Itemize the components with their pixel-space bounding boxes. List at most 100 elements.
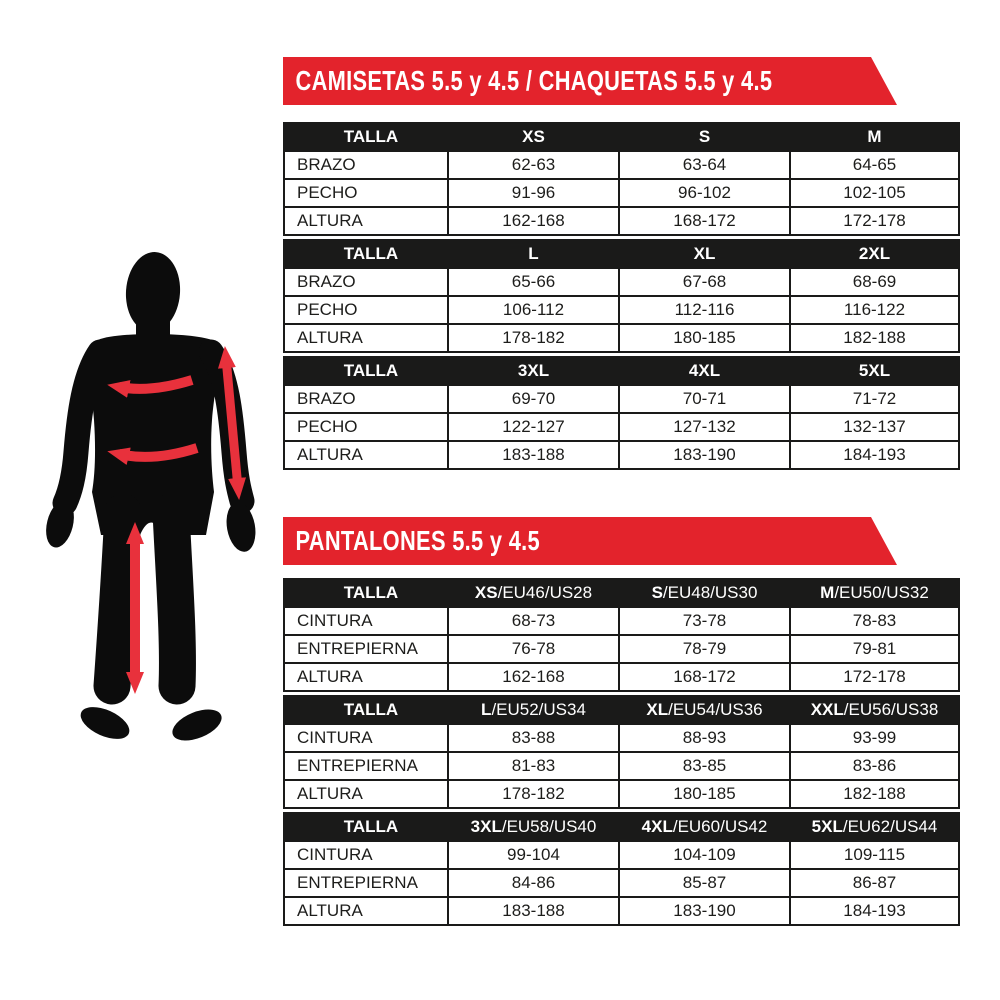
body-silhouette bbox=[46, 252, 256, 741]
size-header-row: TALLA L XL 2XL bbox=[283, 239, 960, 269]
measure-value-cell: 172-178 bbox=[789, 662, 960, 692]
talla-header-cell: TALLA bbox=[283, 356, 449, 386]
measure-row: ALTURA 178-182 180-185 182-188 bbox=[283, 779, 960, 809]
size-header-cell: 2XL bbox=[789, 239, 960, 269]
measure-value-cell: 69-70 bbox=[447, 384, 620, 414]
measure-label-cell: PECHO bbox=[283, 412, 449, 442]
measure-label-cell: PECHO bbox=[283, 178, 449, 208]
measure-value-cell: 83-86 bbox=[789, 751, 960, 781]
measure-value-cell: 62-63 bbox=[447, 150, 620, 180]
size-header-cell: M/EU50/US32 bbox=[789, 578, 960, 608]
size-header-row: TALLA L/EU52/US34 XL/EU54/US36 XXL/EU56/… bbox=[283, 695, 960, 725]
measure-value-cell: 78-83 bbox=[789, 606, 960, 636]
size-block-l-xl-xxl: TALLA L/EU52/US34 XL/EU54/US36 XXL/EU56/… bbox=[283, 695, 960, 809]
measure-row: PECHO 122-127 127-132 132-137 bbox=[283, 412, 960, 442]
measure-label-cell: BRAZO bbox=[283, 150, 449, 180]
measure-value-cell: 183-188 bbox=[447, 896, 620, 926]
size-block-l-xl-2xl: TALLA L XL 2XL BRAZO 65-66 67-68 68-69 P… bbox=[283, 239, 960, 353]
standing-man-silhouette-icon bbox=[46, 252, 256, 741]
measure-value-cell: 96-102 bbox=[618, 178, 791, 208]
camisetas-banner-label: CAMISETAS 5.5 y 4.5 / CHAQUETAS 5.5 y 4.… bbox=[295, 65, 773, 96]
measure-row: ENTREPIERNA 81-83 83-85 83-86 bbox=[283, 751, 960, 781]
measurement-figure bbox=[20, 240, 280, 800]
size-header-cell: XS/EU46/US28 bbox=[447, 578, 620, 608]
measure-value-cell: 162-168 bbox=[447, 206, 620, 236]
measure-value-cell: 168-172 bbox=[618, 662, 791, 692]
arm-length-measure-arrow bbox=[217, 346, 247, 500]
measure-value-cell: 78-79 bbox=[618, 634, 791, 664]
measure-value-cell: 83-88 bbox=[447, 723, 620, 753]
size-block-3xl-4xl-5xl: TALLA 3XL/EU58/US40 4XL/EU60/US42 5XL/EU… bbox=[283, 812, 960, 926]
measure-value-cell: 180-185 bbox=[618, 779, 791, 809]
measure-value-cell: 76-78 bbox=[447, 634, 620, 664]
size-header-cell: 4XL bbox=[618, 356, 791, 386]
measure-label-cell: ENTREPIERNA bbox=[283, 751, 449, 781]
size-header-row: TALLA 3XL 4XL 5XL bbox=[283, 356, 960, 386]
size-header-row: TALLA XS S M bbox=[283, 122, 960, 152]
measure-row: CINTURA 83-88 88-93 93-99 bbox=[283, 723, 960, 753]
measure-label-cell: ALTURA bbox=[283, 662, 449, 692]
talla-header-cell: TALLA bbox=[283, 695, 449, 725]
measure-value-cell: 84-86 bbox=[447, 868, 620, 898]
measure-value-cell: 182-188 bbox=[789, 323, 960, 353]
camisetas-size-table: TALLA XS S M BRAZO 62-63 63-64 64-65 PEC… bbox=[283, 122, 960, 473]
measure-value-cell: 64-65 bbox=[789, 150, 960, 180]
size-header-cell: L/EU52/US34 bbox=[447, 695, 620, 725]
measure-value-cell: 70-71 bbox=[618, 384, 791, 414]
measure-value-cell: 81-83 bbox=[447, 751, 620, 781]
measure-label-cell: ALTURA bbox=[283, 206, 449, 236]
measure-row: ALTURA 162-168 168-172 172-178 bbox=[283, 206, 960, 236]
measure-value-cell: 83-85 bbox=[618, 751, 791, 781]
measure-value-cell: 132-137 bbox=[789, 412, 960, 442]
measure-label-cell: ALTURA bbox=[283, 440, 449, 470]
talla-header-cell: TALLA bbox=[283, 122, 449, 152]
measure-value-cell: 68-73 bbox=[447, 606, 620, 636]
measure-value-cell: 67-68 bbox=[618, 267, 791, 297]
measure-value-cell: 122-127 bbox=[447, 412, 620, 442]
measure-value-cell: 127-132 bbox=[618, 412, 791, 442]
size-header-cell: 5XL/EU62/US44 bbox=[789, 812, 960, 842]
measure-value-cell: 93-99 bbox=[789, 723, 960, 753]
measure-value-cell: 102-105 bbox=[789, 178, 960, 208]
measure-label-cell: ENTREPIERNA bbox=[283, 868, 449, 898]
measure-value-cell: 86-87 bbox=[789, 868, 960, 898]
measure-value-cell: 184-193 bbox=[789, 896, 960, 926]
measure-value-cell: 112-116 bbox=[618, 295, 791, 325]
measure-label-cell: CINTURA bbox=[283, 840, 449, 870]
size-header-cell: L bbox=[447, 239, 620, 269]
size-header-cell: XL/EU54/US36 bbox=[618, 695, 791, 725]
measure-label-cell: CINTURA bbox=[283, 723, 449, 753]
measure-label-cell: BRAZO bbox=[283, 384, 449, 414]
measure-value-cell: 183-188 bbox=[447, 440, 620, 470]
measure-value-cell: 178-182 bbox=[447, 323, 620, 353]
size-block-xs-s-m: TALLA XS/EU46/US28 S/EU48/US30 M/EU50/US… bbox=[283, 578, 960, 692]
chest-measure-arrow bbox=[107, 375, 194, 398]
measure-label-cell: ENTREPIERNA bbox=[283, 634, 449, 664]
size-header-row: TALLA 3XL/EU58/US40 4XL/EU60/US42 5XL/EU… bbox=[283, 812, 960, 842]
size-header-cell: S/EU48/US30 bbox=[618, 578, 791, 608]
pantalones-banner: PANTALONES 5.5 y 4.5 bbox=[283, 517, 897, 565]
measure-label-cell: PECHO bbox=[283, 295, 449, 325]
measure-row: CINTURA 68-73 73-78 78-83 bbox=[283, 606, 960, 636]
size-header-cell: 3XL bbox=[447, 356, 620, 386]
measure-value-cell: 65-66 bbox=[447, 267, 620, 297]
measure-row: ALTURA 178-182 180-185 182-188 bbox=[283, 323, 960, 353]
measure-value-cell: 85-87 bbox=[618, 868, 791, 898]
measure-row: ALTURA 183-188 183-190 184-193 bbox=[283, 440, 960, 470]
measure-label-cell: ALTURA bbox=[283, 779, 449, 809]
measure-value-cell: 168-172 bbox=[618, 206, 791, 236]
measure-label-cell: BRAZO bbox=[283, 267, 449, 297]
measure-row: ENTREPIERNA 84-86 85-87 86-87 bbox=[283, 868, 960, 898]
talla-header-cell: TALLA bbox=[283, 812, 449, 842]
talla-header-cell: TALLA bbox=[283, 239, 449, 269]
measure-value-cell: 109-115 bbox=[789, 840, 960, 870]
pantalones-banner-label: PANTALONES 5.5 y 4.5 bbox=[295, 525, 541, 556]
measure-label-cell: ALTURA bbox=[283, 323, 449, 353]
measure-row: ENTREPIERNA 76-78 78-79 79-81 bbox=[283, 634, 960, 664]
measure-value-cell: 184-193 bbox=[789, 440, 960, 470]
measure-value-cell: 162-168 bbox=[447, 662, 620, 692]
measure-row: ALTURA 162-168 168-172 172-178 bbox=[283, 662, 960, 692]
measure-value-cell: 104-109 bbox=[618, 840, 791, 870]
measure-row: BRAZO 69-70 70-71 71-72 bbox=[283, 384, 960, 414]
